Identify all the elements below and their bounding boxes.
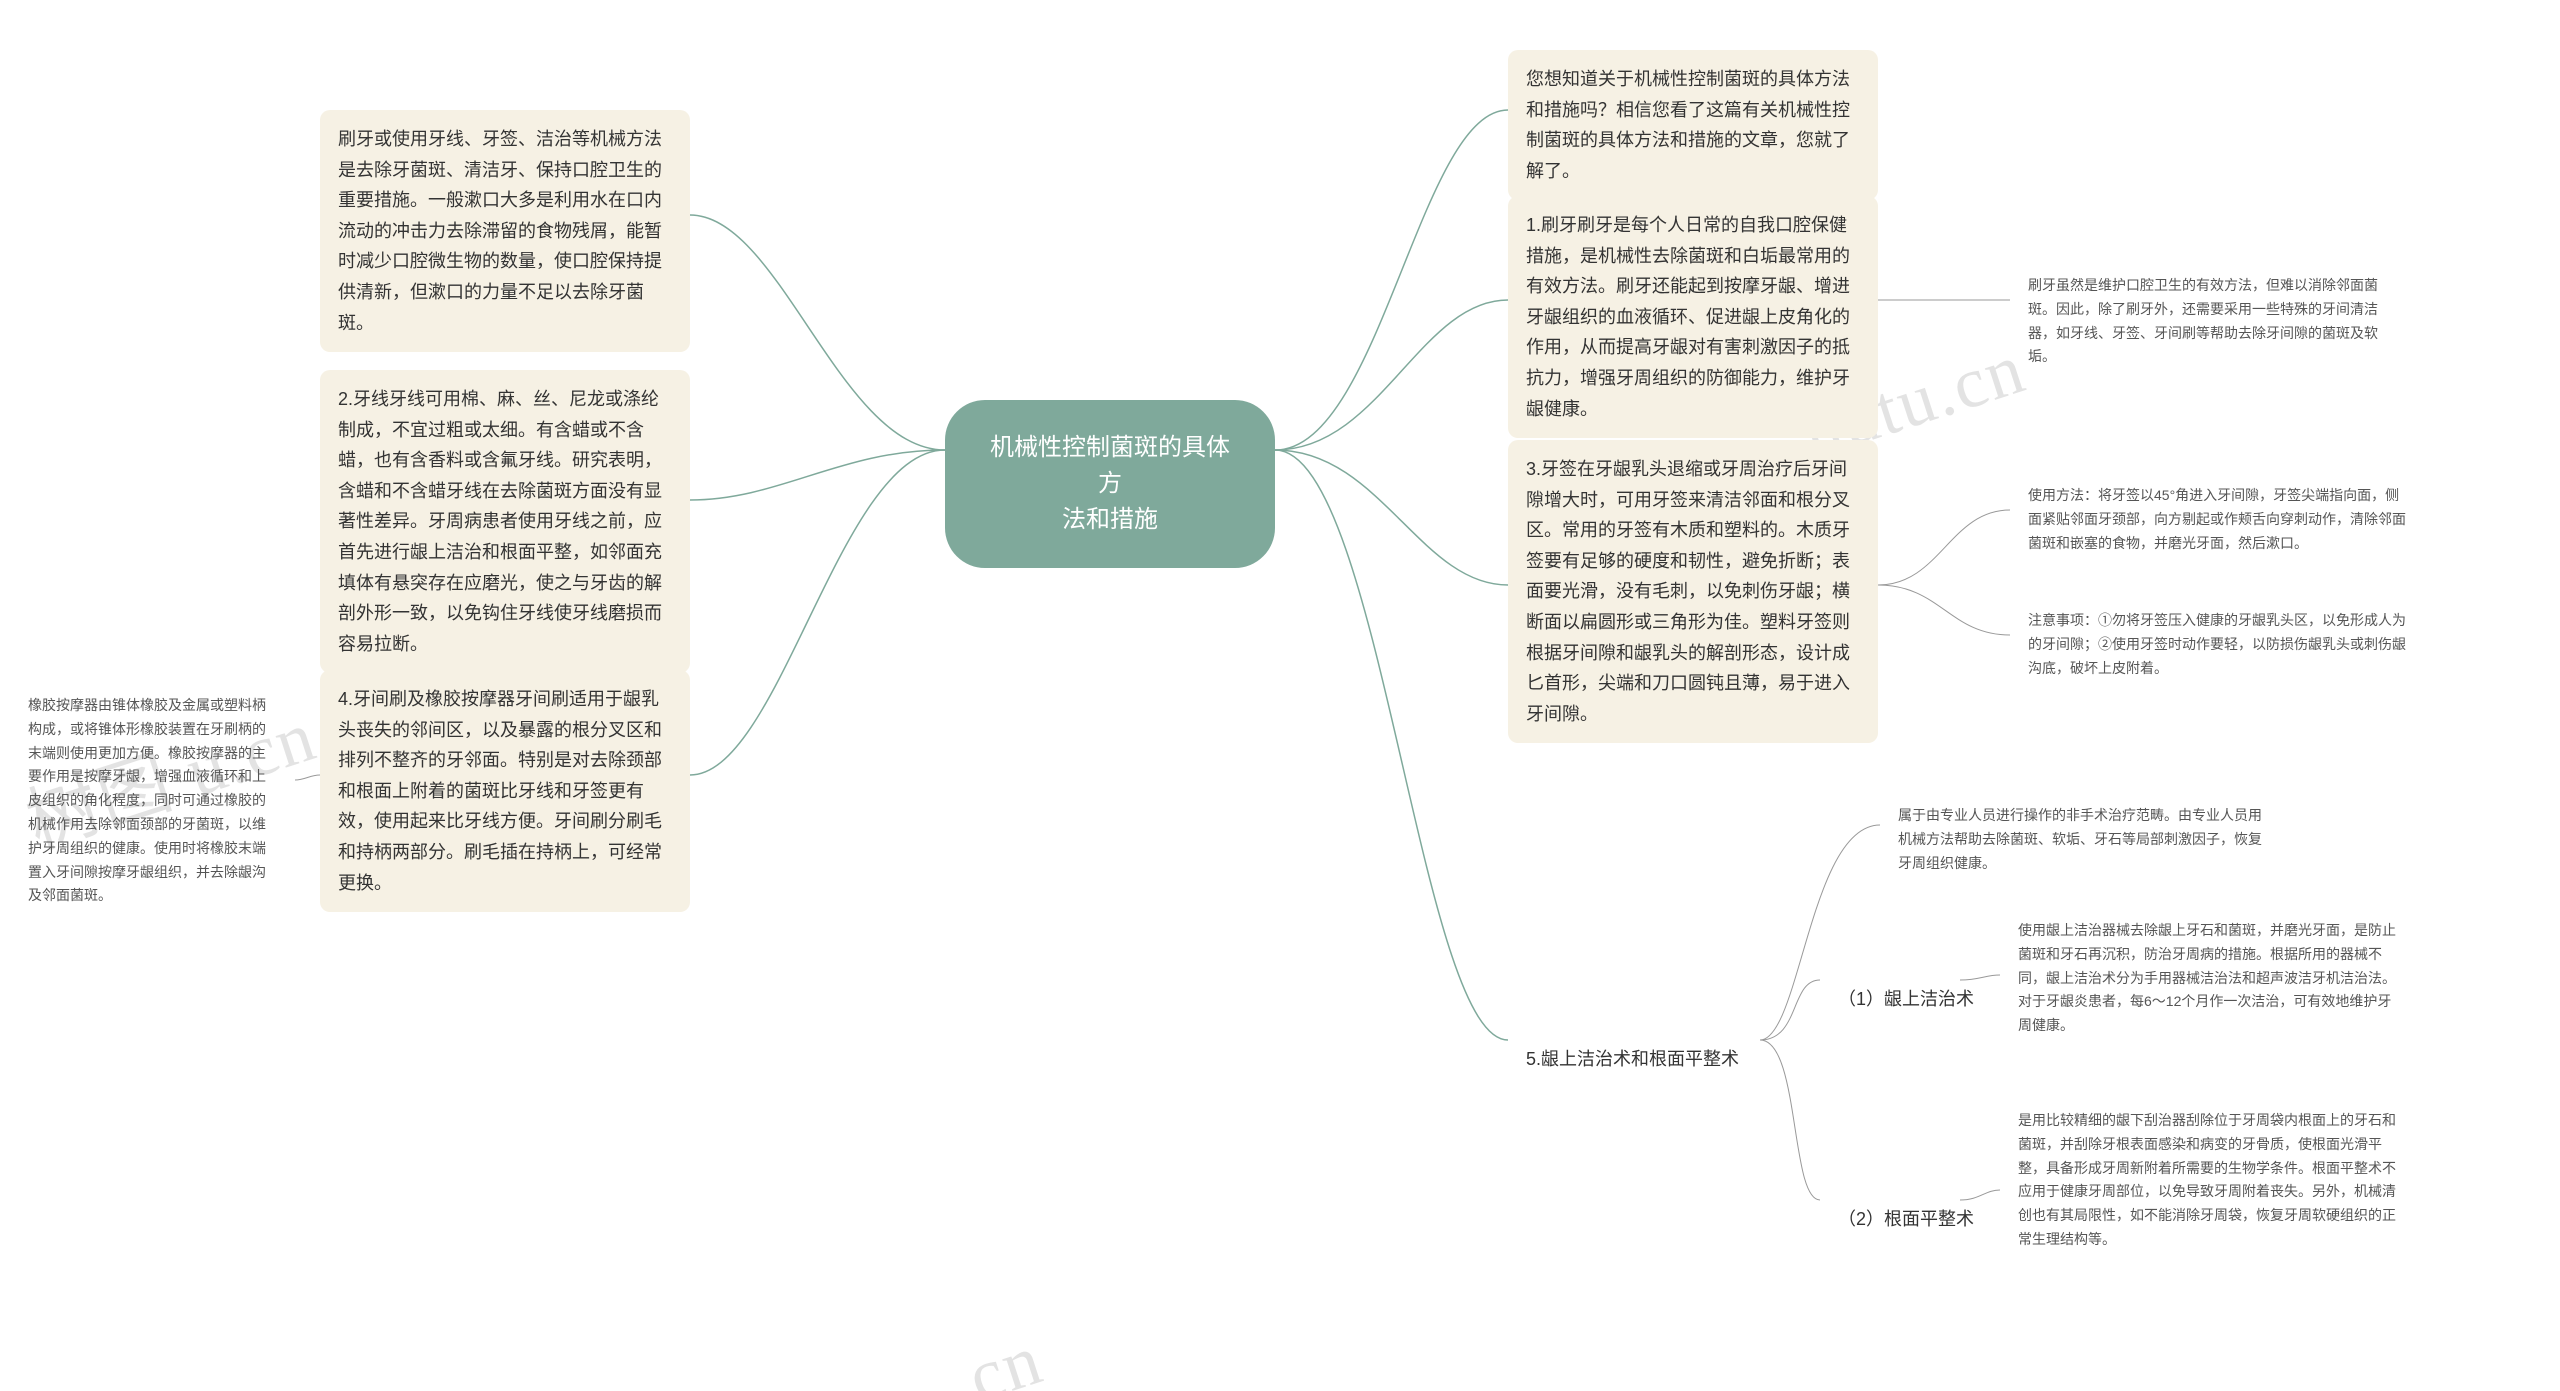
right-sublabel-root-planing[interactable]: （2）根面平整术 xyxy=(1820,1190,1992,1249)
right-leaf-supragingival-text: 使用龈上洁治器械去除龈上牙石和菌斑，并磨光牙面，是防止菌斑和牙石再沉积，防治牙周… xyxy=(2000,905,2420,1052)
right-leaf-root-planing-text: 是用比较精细的龈下刮治器刮除位于牙周袋内根面上的牙石和菌斑，并刮除牙根表面感染和… xyxy=(2000,1095,2420,1266)
left-node-floss[interactable]: 2.牙线牙线可用棉、麻、丝、尼龙或涤纶制成，不宜过粗或太细。有含蜡或不含蜡，也有… xyxy=(320,370,690,673)
watermark-3: .cn xyxy=(939,1318,1052,1391)
left-node-interdental-brush[interactable]: 4.牙间刷及橡胶按摩器牙间刷适用于龈乳头丧失的邻间区，以及暴露的根分叉区和排列不… xyxy=(320,670,690,912)
right-node-scaling-root-planing[interactable]: 5.龈上洁治术和根面平整术 xyxy=(1508,1030,1757,1089)
center-node[interactable]: 机械性控制菌斑的具体方 法和措施 xyxy=(945,400,1275,568)
right-leaf-professional-intro: 属于由专业人员进行操作的非手术治疗范畴。由专业人员用机械方法帮助去除菌斑、软垢、… xyxy=(1880,790,2290,889)
right-node-intro-question[interactable]: 您想知道关于机械性控制菌斑的具体方法和措施吗？相信您看了这篇有关机械性控制菌斑的… xyxy=(1508,50,1878,200)
right-node-toothpick[interactable]: 3.牙签在牙龈乳头退缩或牙周治疗后牙间隙增大时，可用牙签来清洁邻面和根分叉区。常… xyxy=(1508,440,1878,743)
mindmap-canvas: 树图 u.cn hutu.cn .cn 机械性控制菌斑的具体方 法和措施 刷牙或… xyxy=(0,0,2560,1391)
right-sublabel-supragingival[interactable]: （1）龈上洁治术 xyxy=(1820,970,1992,1029)
right-leaf-toothpick-usage: 使用方法：将牙签以45°角进入牙间隙，牙签尖端指向面，侧面紧贴邻面牙颈部，向方剔… xyxy=(2010,470,2430,569)
right-leaf-brushing-note: 刷牙虽然是维护口腔卫生的有效方法，但难以消除邻面菌斑。因此，除了刷牙外，还需要采… xyxy=(2010,260,2420,383)
left-leaf-rubber-massager: 橡胶按摩器由锥体橡胶及金属或塑料柄构成，或将锥体形橡胶装置在牙刷柄的末端则使用更… xyxy=(10,680,295,922)
right-node-brushing[interactable]: 1.刷牙刷牙是每个人日常的自我口腔保健措施，是机械性去除菌斑和白垢最常用的有效方… xyxy=(1508,196,1878,438)
right-leaf-toothpick-caution: 注意事项：①勿将牙签压入健康的牙龈乳头区，以免形成人为的牙间隙；②使用牙签时动作… xyxy=(2010,595,2430,694)
left-node-intro[interactable]: 刷牙或使用牙线、牙签、洁治等机械方法是去除牙菌斑、清洁牙、保持口腔卫生的重要措施… xyxy=(320,110,690,352)
